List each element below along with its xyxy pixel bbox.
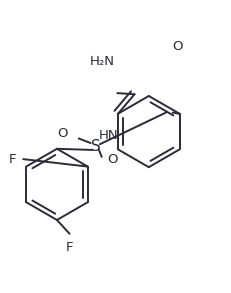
Text: O: O [172, 40, 182, 53]
Text: S: S [91, 139, 100, 154]
Text: H₂N: H₂N [89, 55, 114, 68]
Text: HN: HN [99, 129, 118, 142]
Text: F: F [9, 153, 16, 166]
Text: F: F [65, 241, 73, 254]
Text: O: O [58, 127, 68, 140]
Text: O: O [107, 153, 117, 166]
